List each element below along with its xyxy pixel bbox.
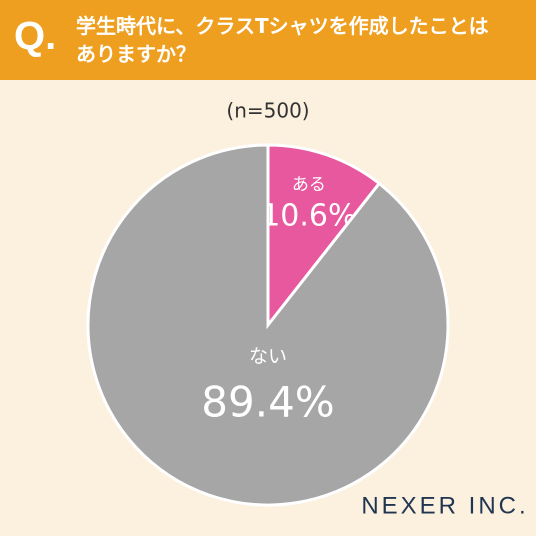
header: Q. 学生時代に、クラスTシャツを作成したことはありますか？ [0,0,536,80]
value-label: 10.6% [261,198,356,233]
subtitle: (n=500) [226,99,309,123]
logo: NEXER INC. [361,492,528,519]
slice-label: ない [249,346,287,368]
chart-title: 学生時代に、クラスTシャツを作成したことはありますか？ [76,14,489,66]
slice-label: ある [292,175,326,195]
pie-slice [86,143,450,507]
pie-slice [266,143,382,330]
value-label: 89.4% [201,378,334,427]
question-mark: Q. [14,14,57,58]
